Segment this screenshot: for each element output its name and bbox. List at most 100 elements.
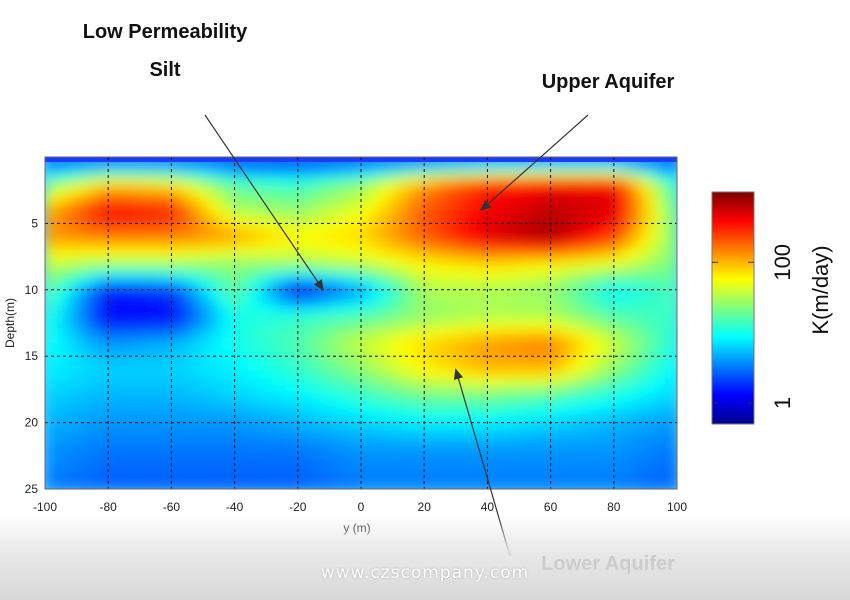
heatmap-cell	[158, 249, 173, 258]
heatmap-cell	[537, 196, 552, 205]
heatmap-cell	[613, 176, 628, 185]
heatmap-cell	[449, 216, 463, 225]
heatmap-cell	[537, 170, 552, 178]
heatmap-cell	[234, 442, 249, 450]
heatmap-cell	[575, 356, 590, 364]
heatmap-cell	[588, 382, 602, 391]
heatmap-cell	[512, 276, 527, 284]
heatmap-cell	[474, 210, 489, 218]
heatmap-cell	[171, 236, 185, 245]
heatmap-cell	[449, 269, 463, 278]
heatmap-cell	[259, 256, 274, 265]
heatmap-cell	[537, 362, 552, 371]
heatmap-cell	[95, 289, 109, 298]
heatmap-cell	[613, 475, 628, 484]
heatmap-cell	[285, 409, 299, 417]
heatmap-cell	[386, 429, 400, 437]
heatmap-cell	[436, 435, 451, 444]
heatmap-cell	[512, 256, 527, 265]
heatmap-cell	[234, 236, 249, 245]
heatmap-cell	[664, 269, 677, 278]
heatmap-cell	[247, 362, 261, 371]
heatmap-cell	[285, 176, 299, 185]
heatmap-cell	[120, 462, 135, 470]
heatmap-cell	[234, 329, 249, 338]
heatmap-cell	[196, 303, 211, 311]
heatmap-cell	[373, 210, 388, 218]
heatmap-cell	[664, 303, 677, 311]
heatmap-cell	[474, 462, 489, 470]
heatmap-cell	[474, 296, 489, 304]
heatmap-cell	[171, 396, 185, 404]
heatmap-cell	[537, 249, 552, 258]
heatmap-cell	[133, 269, 147, 278]
heatmap-cell	[626, 163, 640, 172]
heatmap-cell	[335, 263, 350, 271]
x-tick-label: 0	[358, 500, 365, 514]
heatmap-cell	[373, 409, 388, 417]
heatmap-cell	[424, 409, 438, 417]
heatmap-cell	[563, 303, 577, 311]
heatmap-cell	[537, 263, 552, 271]
heatmap-cell	[209, 462, 223, 470]
heatmap-cell	[120, 482, 135, 489]
heatmap-cell	[398, 442, 413, 450]
heatmap-cell	[310, 296, 324, 304]
heatmap-cell	[158, 376, 173, 384]
heatmap-cell	[613, 415, 628, 424]
heatmap-cell	[386, 249, 400, 258]
heatmap-cell	[184, 256, 198, 265]
heatmap-cell	[613, 455, 628, 464]
heatmap-cell	[639, 216, 653, 225]
heatmap-cell	[411, 482, 425, 489]
heatmap-cell	[398, 435, 413, 444]
heatmap-cell	[361, 283, 375, 291]
heatmap-cell	[196, 283, 211, 291]
heatmap-cell	[474, 429, 489, 437]
heatmap-cell	[563, 276, 577, 284]
heatmap-cell	[361, 176, 375, 185]
heatmap-cell	[411, 196, 425, 205]
heatmap-cell	[221, 455, 236, 464]
heatmap-cell	[449, 435, 463, 444]
y-axis-label: Depth(m)	[3, 298, 17, 348]
heatmap-cell	[323, 482, 337, 489]
heatmap-cell	[474, 269, 489, 278]
heatmap-cell	[361, 409, 375, 417]
heatmap-cell	[196, 269, 211, 278]
heatmap-cell	[436, 462, 451, 470]
heatmap-cell	[537, 369, 552, 377]
heatmap-cell	[120, 296, 135, 304]
heatmap-cell	[323, 256, 337, 265]
heatmap-cell	[563, 243, 577, 251]
heatmap-cell	[563, 342, 577, 351]
heatmap-cell	[449, 289, 463, 298]
heatmap-cell	[82, 429, 97, 437]
heatmap-cell	[386, 382, 400, 391]
heatmap-cell	[563, 462, 577, 470]
heatmap-cell	[272, 469, 286, 477]
heatmap-cell	[335, 462, 350, 470]
heatmap-cell	[247, 422, 261, 431]
heatmap-cell	[310, 402, 324, 411]
heatmap-cell	[133, 196, 147, 205]
heatmap-cell	[133, 256, 147, 265]
heatmap-cell	[209, 283, 223, 291]
heatmap-cell	[373, 216, 388, 225]
heatmap-cell	[297, 396, 312, 404]
heatmap-cell	[95, 283, 109, 291]
heatmap-cell	[184, 309, 198, 318]
heatmap-cell	[108, 462, 122, 470]
heatmap-cell	[398, 183, 413, 191]
heatmap-cell	[487, 462, 501, 470]
heatmap-cell	[158, 455, 173, 464]
heatmap-cell	[449, 316, 463, 324]
heatmap-cell	[310, 176, 324, 185]
heatmap-cell	[247, 210, 261, 218]
heatmap-cell	[613, 362, 628, 371]
heatmap-cell	[184, 190, 198, 198]
heatmap-cell	[348, 415, 362, 424]
heatmap-cell	[436, 176, 451, 185]
heatmap-cell	[171, 429, 185, 437]
